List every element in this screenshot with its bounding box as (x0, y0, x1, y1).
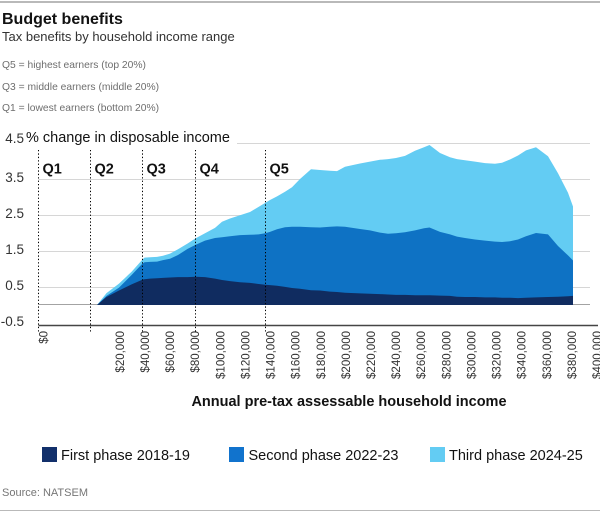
svg-text:$100,000: $100,000 (215, 331, 227, 379)
svg-text:-0.5: -0.5 (1, 314, 24, 329)
svg-text:$360,000: $360,000 (542, 331, 554, 379)
svg-text:$280,000: $280,000 (441, 331, 453, 379)
svg-text:$340,000: $340,000 (517, 331, 529, 379)
svg-text:$180,000: $180,000 (316, 331, 328, 379)
svg-text:$0: $0 (39, 331, 51, 344)
svg-text:$80,000: $80,000 (190, 331, 202, 373)
svg-text:Q1: Q1 (43, 162, 62, 178)
svg-text:$120,000: $120,000 (240, 331, 252, 379)
svg-text:Q2: Q2 (95, 162, 114, 178)
svg-text:$20,000: $20,000 (115, 331, 127, 373)
svg-text:$200,000: $200,000 (341, 331, 353, 379)
svg-text:$260,000: $260,000 (416, 331, 428, 379)
svg-text:$320,000: $320,000 (492, 331, 504, 379)
svg-text:3.5: 3.5 (5, 170, 24, 185)
svg-text:$300,000: $300,000 (466, 331, 478, 379)
svg-text:2.5: 2.5 (5, 206, 24, 221)
svg-text:$380,000: $380,000 (567, 331, 579, 379)
svg-text:Q3: Q3 (147, 162, 166, 178)
svg-text:$40,000: $40,000 (140, 331, 152, 373)
svg-text:$140,000: $140,000 (266, 331, 278, 379)
svg-text:Q5: Q5 (270, 162, 289, 178)
svg-text:$160,000: $160,000 (291, 331, 303, 379)
svg-text:1.5: 1.5 (5, 242, 24, 257)
svg-text:$60,000: $60,000 (165, 331, 177, 373)
svg-text:Q4: Q4 (200, 162, 219, 178)
svg-text:0.5: 0.5 (5, 278, 24, 293)
svg-text:$220,000: $220,000 (366, 331, 378, 379)
svg-text:$400,000: $400,000 (592, 331, 600, 379)
svg-text:$240,000: $240,000 (391, 331, 403, 379)
